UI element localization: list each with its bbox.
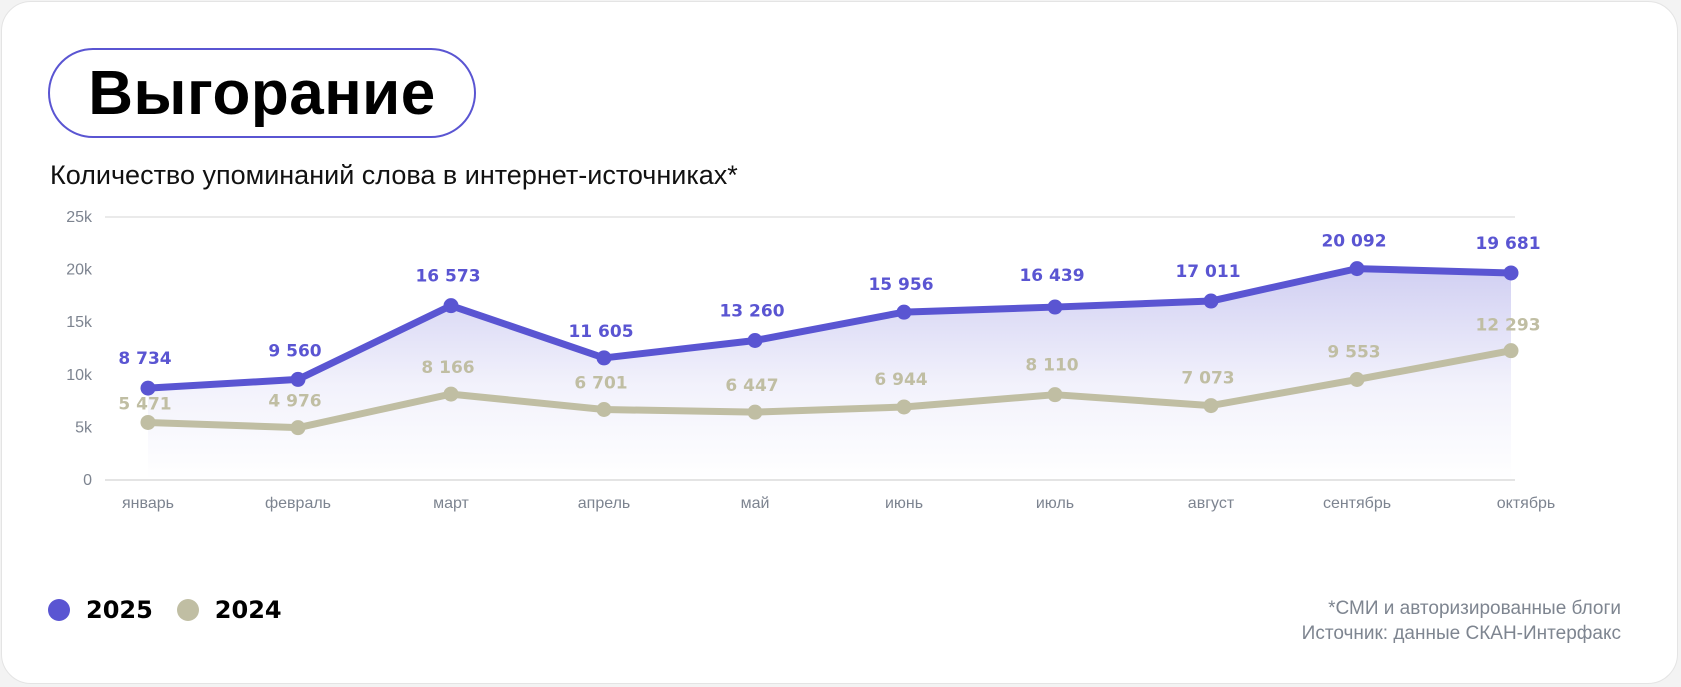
data-label-2024: 8 166 (421, 358, 474, 378)
footnote-media: *СМИ и авторизированные блоги (1328, 598, 1621, 619)
data-label-2025: 16 573 (415, 267, 480, 287)
data-point-2025[interactable] (596, 350, 612, 366)
data-label-2025: 8 734 (118, 349, 171, 369)
y-axis: 0 5k 10k 15k 20k 25k (66, 209, 93, 489)
x-tick-label: август (1188, 495, 1235, 512)
data-label-2025: 19 681 (1475, 234, 1540, 254)
data-label-2024: 6 944 (874, 370, 927, 390)
data-label-2024: 9 553 (1327, 343, 1380, 363)
data-point-2024[interactable] (140, 414, 156, 430)
x-axis: январь февраль март апрель май июнь июль август… (122, 495, 1555, 512)
legend-label-2025: 2025 (86, 596, 153, 624)
data-point-2025[interactable] (1349, 261, 1365, 277)
x-tick-label: июль (1036, 495, 1074, 512)
data-label-2025: 15 956 (868, 275, 933, 295)
series-line-2025 (144, 265, 1515, 392)
y-tick-label: 15k (66, 314, 93, 331)
y-tick-label: 20k (66, 262, 93, 279)
legend-dot-2024-icon (176, 599, 199, 621)
data-label-2024: 5 471 (118, 394, 171, 414)
data-point-2024[interactable] (1349, 372, 1365, 388)
data-label-2025: 16 439 (1019, 266, 1084, 286)
y-tick-label: 10k (66, 367, 93, 384)
data-label-2025: 11 605 (568, 322, 633, 342)
area-2025 (148, 268, 1511, 480)
x-tick-label: октябрь (1497, 495, 1555, 512)
footnote-source: Источник: данные СКАН-Интерфакс (1301, 623, 1621, 644)
data-point-2024[interactable] (1047, 387, 1063, 403)
data-point-2024[interactable] (747, 404, 763, 420)
data-label-2024: 8 110 (1025, 356, 1078, 376)
legend-dot-2025-icon (48, 599, 70, 621)
data-label-2024: 7 073 (1181, 369, 1234, 389)
data-point-2024[interactable] (596, 402, 612, 418)
data-label-2024: 6 701 (574, 374, 627, 394)
x-tick-label: февраль (265, 495, 331, 512)
legend-item-2025[interactable]: 2025 (48, 596, 153, 624)
data-point-2024[interactable] (1203, 398, 1219, 414)
y-tick-label: 25k (66, 209, 93, 226)
legend: 2025 2024 (48, 596, 306, 624)
y-tick-label: 0 (83, 472, 92, 489)
data-label-2025: 17 011 (1175, 262, 1240, 282)
data-point-2024[interactable] (1503, 343, 1519, 359)
data-label-2024: 6 447 (725, 376, 778, 396)
x-tick-label: апрель (578, 495, 631, 512)
data-point-2025[interactable] (1503, 265, 1519, 281)
data-point-2025[interactable] (443, 298, 459, 314)
legend-label-2024: 2024 (214, 596, 282, 624)
series-2024: 5 471 4 976 8 166 6 701 6 447 6 944 8 110 7 073… (118, 316, 1541, 436)
data-point-2024[interactable] (443, 386, 459, 402)
legend-item-2024[interactable]: 2024 (176, 596, 282, 624)
data-point-2025[interactable] (140, 380, 156, 396)
series-2025: 8 734 9 560 16 573 11 605 13 260 15 956 16 439… (118, 232, 1541, 396)
title-pill: Выгорание (48, 48, 476, 138)
y-tick-label: 5k (75, 419, 93, 436)
data-label-2024: 4 976 (268, 392, 321, 412)
data-point-2025[interactable] (747, 333, 763, 349)
data-label-2025: 13 260 (719, 302, 784, 322)
data-point-2024[interactable] (896, 399, 912, 415)
data-point-2025[interactable] (896, 304, 912, 320)
x-tick-label: май (741, 495, 770, 512)
data-label-2025: 20 092 (1321, 232, 1386, 252)
x-tick-label: июнь (885, 495, 923, 512)
data-point-2025[interactable] (1047, 299, 1063, 315)
data-label-2024: 12 293 (1475, 316, 1540, 336)
chart-subtitle: Количество упоминаний слова в интернет-и… (50, 160, 738, 190)
data-point-2024[interactable] (290, 420, 306, 436)
series-line-2024 (144, 347, 1515, 432)
data-label-2025: 9 560 (268, 341, 321, 361)
x-tick-label: январь (122, 495, 174, 512)
data-point-2025[interactable] (290, 371, 306, 387)
data-point-2025[interactable] (1203, 293, 1219, 309)
x-tick-label: сентябрь (1323, 495, 1391, 512)
chart-title: Выгорание (88, 58, 436, 128)
footnote: *СМИ и авторизированные блоги Источник: … (1302, 596, 1621, 646)
x-tick-label: март (433, 495, 469, 512)
